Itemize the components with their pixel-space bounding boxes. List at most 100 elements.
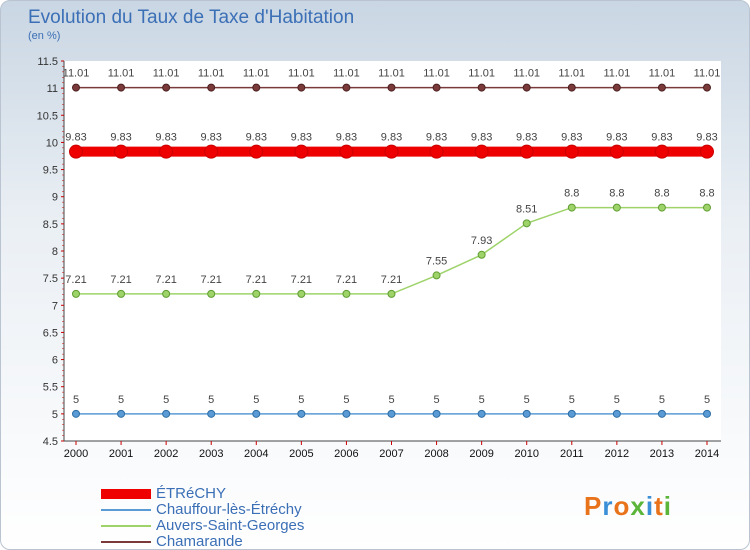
data-point-chauffour xyxy=(342,409,351,418)
x-tick-label: 2006 xyxy=(334,448,358,460)
data-point-chauffour xyxy=(522,409,531,418)
proxiti-logo: Proxiti xyxy=(584,491,672,522)
data-point-chamarande xyxy=(567,83,576,92)
legend-item-chamarande: Chamarande xyxy=(101,533,341,549)
x-tick-label: 2014 xyxy=(695,448,719,460)
line-chart: 4.5 5 5.5 6 6.5 7 7.5 8 8.5 9 9.5 10 10.5 11 11.5 2000 2… xyxy=(37,56,721,460)
y-tick-label: 7 xyxy=(52,300,58,312)
data-label-etrechy: 9.83 xyxy=(246,132,267,144)
x-tick-label: 2009 xyxy=(469,448,493,460)
data-label-chamarande: 11.01 xyxy=(243,68,270,80)
data-label-etrechy: 9.83 xyxy=(426,132,447,144)
data-point-etrechy xyxy=(339,144,354,159)
data-point-chamarande xyxy=(252,83,261,92)
data-label-chamarande: 11.01 xyxy=(468,68,495,80)
legend-label-etrechy: ÉTRéCHY xyxy=(156,485,227,502)
y-tick-label: 5.5 xyxy=(43,382,58,394)
data-label-chamarande: 11.01 xyxy=(513,68,540,80)
data-point-chauffour xyxy=(432,409,441,418)
x-tick-label: 2008 xyxy=(424,448,448,460)
data-point-etrechy xyxy=(204,144,219,159)
data-label-chauffour: 5 xyxy=(704,394,710,406)
logo-letter: o xyxy=(613,491,631,521)
data-point-chamarande xyxy=(297,83,306,92)
data-label-chauffour: 5 xyxy=(253,394,259,406)
data-label-chauffour: 5 xyxy=(524,394,530,406)
data-point-etrechy xyxy=(69,144,83,159)
data-point-etrechy xyxy=(249,144,264,159)
data-label-auvers: 7.21 xyxy=(381,274,402,286)
x-tick-label: 2003 xyxy=(199,448,223,460)
data-point-etrechy xyxy=(294,144,309,159)
data-point-etrechy xyxy=(159,144,174,159)
data-point-etrechy xyxy=(429,144,444,159)
y-tick-label: 4.5 xyxy=(43,436,58,448)
data-label-etrechy: 9.83 xyxy=(65,132,86,144)
y-tick-label: 5 xyxy=(52,409,58,421)
data-point-auvers xyxy=(612,203,621,212)
data-label-chamarande: 11.01 xyxy=(153,68,180,80)
y-tick-label: 10.5 xyxy=(37,110,58,122)
data-point-auvers xyxy=(297,289,306,298)
data-label-chamarande: 11.01 xyxy=(198,68,225,80)
data-point-chamarande xyxy=(657,83,666,92)
data-label-chauffour: 5 xyxy=(659,394,665,406)
data-point-etrechy xyxy=(519,144,534,159)
data-label-etrechy: 9.83 xyxy=(606,132,627,144)
data-label-etrechy: 9.83 xyxy=(696,132,717,144)
data-point-chamarande xyxy=(207,83,216,92)
data-point-auvers xyxy=(342,289,351,298)
data-label-etrechy: 9.83 xyxy=(110,132,131,144)
data-point-etrechy xyxy=(609,144,624,159)
x-tick-label: 2013 xyxy=(650,448,674,460)
data-point-chauffour xyxy=(207,409,216,418)
data-point-chamarande xyxy=(477,83,486,92)
data-point-auvers xyxy=(162,289,171,298)
y-tick-label: 9 xyxy=(52,192,58,204)
legend-swatch-chauffour xyxy=(101,509,151,511)
data-label-chamarande: 11.01 xyxy=(558,68,585,80)
legend-swatch-auvers xyxy=(101,525,151,527)
data-point-auvers xyxy=(703,203,711,212)
data-label-auvers: 8.8 xyxy=(699,188,714,200)
x-tick-label: 2010 xyxy=(514,448,538,460)
data-label-chamarande: 11.01 xyxy=(694,68,721,80)
logo-letter: i xyxy=(663,491,672,521)
data-label-chauffour: 5 xyxy=(298,394,304,406)
data-label-etrechy: 9.83 xyxy=(516,132,537,144)
data-point-chauffour xyxy=(477,409,486,418)
data-label-chauffour: 5 xyxy=(73,394,79,406)
data-label-chamarande: 11.01 xyxy=(108,68,135,80)
data-label-chauffour: 5 xyxy=(388,394,394,406)
data-label-chauffour: 5 xyxy=(343,394,349,406)
data-label-auvers: 7.21 xyxy=(291,274,312,286)
data-label-auvers: 7.21 xyxy=(155,274,176,286)
data-label-auvers: 7.21 xyxy=(65,274,86,286)
data-point-auvers xyxy=(72,289,80,298)
data-label-etrechy: 9.83 xyxy=(651,132,672,144)
x-tick-label: 2000 xyxy=(64,448,88,460)
data-label-auvers: 8.8 xyxy=(609,188,624,200)
x-tick-label: 2007 xyxy=(379,448,403,460)
data-label-chamarande: 11.01 xyxy=(649,68,676,80)
legend-item-chauffour: Chauffour-lès-Étréchy xyxy=(101,501,341,518)
legend-swatch-etrechy xyxy=(101,489,151,499)
data-point-etrechy xyxy=(474,144,489,159)
data-point-auvers xyxy=(207,289,216,298)
data-point-chauffour xyxy=(567,409,576,418)
data-point-etrechy xyxy=(114,144,129,159)
data-label-etrechy: 9.83 xyxy=(471,132,492,144)
data-point-chauffour xyxy=(703,409,711,418)
x-tick-label: 2011 xyxy=(560,448,584,460)
chart-unit: (en %) xyxy=(28,30,61,42)
data-point-chauffour xyxy=(297,409,306,418)
legend-label-chauffour: Chauffour-lès-Étréchy xyxy=(156,501,302,518)
logo-letter: i xyxy=(645,491,655,521)
data-point-auvers xyxy=(477,250,486,259)
plot-area xyxy=(64,61,721,441)
data-label-etrechy: 9.83 xyxy=(561,132,582,144)
data-point-auvers xyxy=(117,289,126,298)
x-tick-label: 2002 xyxy=(154,448,178,460)
y-tick-label: 7.5 xyxy=(43,273,58,285)
